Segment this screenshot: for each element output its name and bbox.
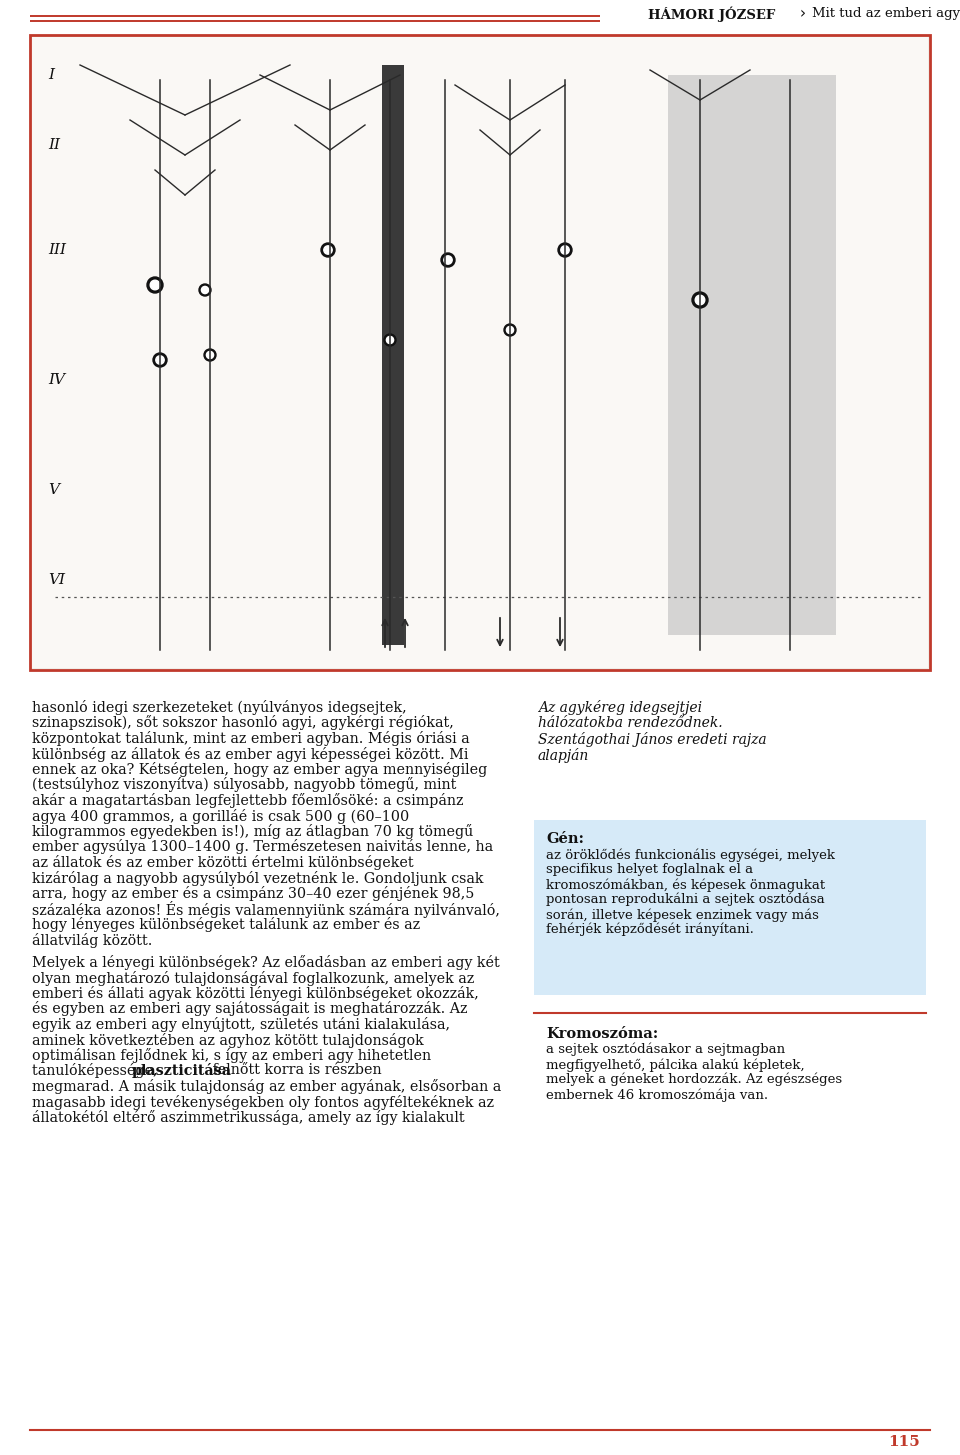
Text: az állatok és az ember közötti értelmi különbségeket: az állatok és az ember közötti értelmi k…: [32, 856, 414, 870]
Text: az öröklődés funkcionális egységei, melyek: az öröklődés funkcionális egységei, mely…: [546, 848, 835, 861]
Text: során, illetve képesek enzimek vagy más: során, illetve képesek enzimek vagy más: [546, 908, 819, 921]
Circle shape: [206, 352, 214, 358]
Text: a sejtek osztódásakor a sejtmagban: a sejtek osztódásakor a sejtmagban: [546, 1043, 785, 1056]
Text: melyek a géneket hordozzák. Az egészséges: melyek a géneket hordozzák. Az egészsége…: [546, 1072, 842, 1087]
Circle shape: [386, 336, 394, 343]
Circle shape: [444, 256, 452, 265]
Circle shape: [202, 287, 208, 294]
Text: Melyek a lényegi különbségek? Az előadásban az emberi agy két: Melyek a lényegi különbségek? Az előadás…: [32, 954, 500, 970]
Circle shape: [507, 326, 514, 333]
Circle shape: [153, 354, 167, 367]
Text: III: III: [48, 243, 66, 258]
Text: 115: 115: [888, 1435, 920, 1449]
Text: szinapszisok), sőt sokszor hasonló agyi, agykérgi régiókat,: szinapszisok), sőt sokszor hasonló agyi,…: [32, 716, 454, 730]
Circle shape: [199, 284, 211, 295]
Text: specifikus helyet foglalnak el a: specifikus helyet foglalnak el a: [546, 863, 754, 876]
Circle shape: [321, 243, 335, 258]
Bar: [30, 35, 930, 669]
Text: hasonló idegi szerkezeteket (nyúlványos idegsejtek,: hasonló idegi szerkezeteket (nyúlványos …: [32, 700, 407, 714]
Text: Kromoszóma:: Kromoszóma:: [546, 1027, 659, 1040]
Text: plaszticitása: plaszticitása: [132, 1064, 231, 1078]
Circle shape: [150, 281, 159, 290]
Text: optimálisan fejlődnek ki, s így az emberi agy hihetetlen: optimálisan fejlődnek ki, s így az ember…: [32, 1048, 431, 1064]
Text: ember agysúlya 1300–1400 g. Természetesen naivitás lenne, ha: ember agysúlya 1300–1400 g. Természetese…: [32, 840, 493, 854]
Text: emberi és állati agyak közötti lényegi különbségeket okozzák,: emberi és állati agyak közötti lényegi k…: [32, 986, 479, 1001]
Text: felnőtt korra is részben: felnőtt korra is részben: [207, 1064, 381, 1078]
Text: hogy lényeges különbségeket találunk az ember és az: hogy lényeges különbségeket találunk az …: [32, 917, 420, 933]
Text: hálózatokba rendeződnek.: hálózatokba rendeződnek.: [538, 716, 723, 730]
Text: VI: VI: [48, 573, 65, 586]
Text: kilogrammos egyedekben is!), míg az átlagban 70 kg tömegű: kilogrammos egyedekben is!), míg az átla…: [32, 824, 473, 840]
Text: HÁMORI JÓZSEF: HÁMORI JÓZSEF: [648, 6, 776, 22]
Text: Mit tud az emberi agy?: Mit tud az emberi agy?: [812, 7, 960, 20]
Circle shape: [561, 246, 569, 255]
Circle shape: [156, 356, 164, 364]
Circle shape: [558, 243, 572, 258]
Text: II: II: [48, 138, 60, 151]
Circle shape: [695, 295, 705, 304]
Bar: [534, 821, 926, 995]
Text: Az agykéreg idegsejtjei: Az agykéreg idegsejtjei: [538, 700, 702, 714]
Circle shape: [504, 324, 516, 336]
Text: embernek 46 kromoszómája van.: embernek 46 kromoszómája van.: [546, 1088, 768, 1101]
Text: állatokétól eltérő aszimmetrikussága, amely az így kialakult: állatokétól eltérő aszimmetrikussága, am…: [32, 1110, 465, 1125]
Text: magasabb idegi tevékenységekben oly fontos agyféltekéknek az: magasabb idegi tevékenységekben oly font…: [32, 1094, 494, 1110]
Text: kromoszómákban, és képesek önmagukat: kromoszómákban, és képesek önmagukat: [546, 877, 826, 892]
Text: pontosan reprodukálni a sejtek osztódása: pontosan reprodukálni a sejtek osztódása: [546, 893, 825, 906]
Bar: [534, 1016, 926, 1160]
Text: százaléka azonos! És mégis valamennyiünk számára nyilvánvaló,: százaléka azonos! És mégis valamennyiünk…: [32, 902, 500, 918]
Bar: [382, 65, 404, 645]
Text: kizárólag a nagyobb agysúlyból vezetnénk le. Gondoljunk csak: kizárólag a nagyobb agysúlyból vezetnénk…: [32, 870, 484, 886]
Text: ennek az oka? Kétségtelen, hogy az ember agya mennyiségileg: ennek az oka? Kétségtelen, hogy az ember…: [32, 762, 488, 777]
Circle shape: [441, 253, 455, 268]
Text: Szentágothai János eredeti rajza: Szentágothai János eredeti rajza: [538, 732, 767, 746]
Text: megfigyelhető, pálcika alakú képletek,: megfigyelhető, pálcika alakú képletek,: [546, 1058, 804, 1071]
Text: központokat találunk, mint az emberi agyban. Mégis óriási a: központokat találunk, mint az emberi agy…: [32, 730, 469, 746]
Circle shape: [324, 246, 332, 255]
Text: állatvilág között.: állatvilág között.: [32, 933, 153, 947]
Circle shape: [384, 335, 396, 346]
Text: alapján: alapján: [538, 748, 589, 762]
Text: (testsúlyhoz viszonyítva) súlyosabb, nagyobb tömegű, mint: (testsúlyhoz viszonyítva) súlyosabb, nag…: [32, 777, 456, 793]
Circle shape: [204, 349, 216, 361]
Text: Gén:: Gén:: [546, 832, 584, 845]
Text: I: I: [48, 68, 54, 81]
Text: egyik az emberi agy elnyújtott, születés utáni kialakulása,: egyik az emberi agy elnyújtott, születés…: [32, 1017, 450, 1032]
Text: IV: IV: [48, 372, 65, 387]
Bar: [32, 36, 928, 668]
Bar: [668, 76, 836, 634]
Text: arra, hogy az ember és a csimpánz 30–40 ezer génjének 98,5: arra, hogy az ember és a csimpánz 30–40 …: [32, 886, 474, 901]
Text: megmarad. A másik tulajdonság az ember agyának, elsősorban a: megmarad. A másik tulajdonság az ember a…: [32, 1080, 501, 1094]
Circle shape: [692, 292, 708, 308]
Text: különbség az állatok és az ember agyi képességei között. Mi: különbség az állatok és az ember agyi ké…: [32, 746, 468, 761]
Text: agya 400 grammos, a gorilláé is csak 500 g (60–100: agya 400 grammos, a gorilláé is csak 500…: [32, 809, 409, 824]
Circle shape: [147, 276, 163, 292]
Text: akár a magatartásban legfejlettebb főemlősöké: a csimpánz: akár a magatartásban legfejlettebb főeml…: [32, 793, 464, 808]
Text: V: V: [48, 483, 59, 498]
Text: ›: ›: [800, 6, 806, 22]
Text: olyan meghatározó tulajdonságával foglalkozunk, amelyek az: olyan meghatározó tulajdonságával foglal…: [32, 970, 474, 985]
Text: és egyben az emberi agy sajátosságait is meghatározzák. Az: és egyben az emberi agy sajátosságait is…: [32, 1001, 468, 1017]
Text: fehérjék képződését irányítani.: fehérjék képződését irányítani.: [546, 922, 754, 937]
Bar: [30, 35, 930, 669]
Text: tanulóképessége,: tanulóképessége,: [32, 1064, 162, 1078]
Text: aminek következtében az agyhoz kötött tulajdonságok: aminek következtében az agyhoz kötött tu…: [32, 1033, 423, 1048]
